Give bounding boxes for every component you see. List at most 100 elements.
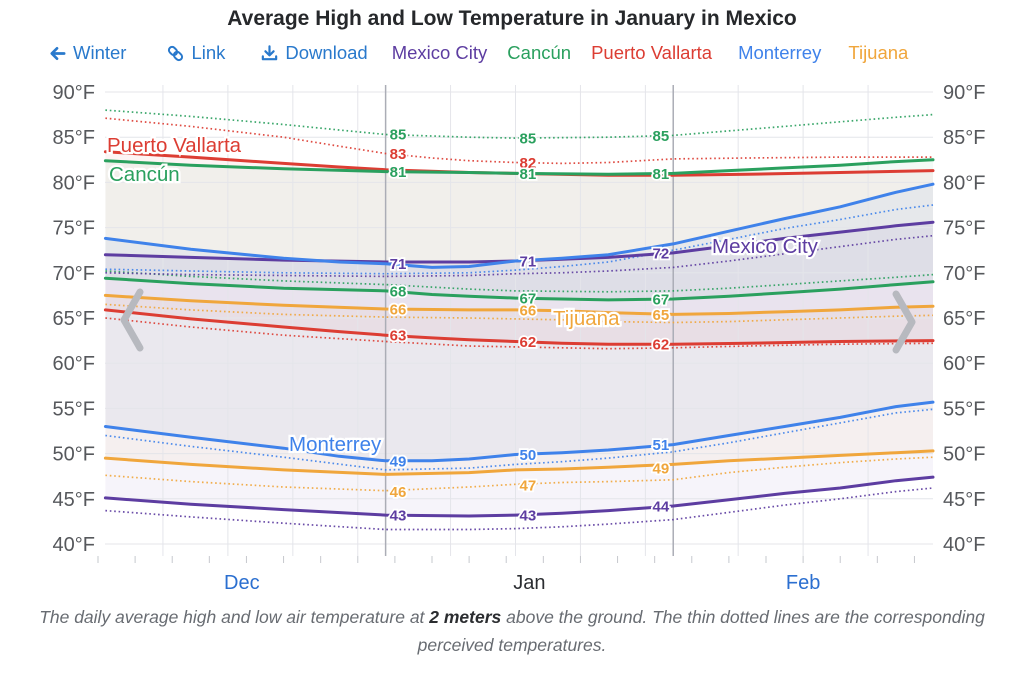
chart-caption: The daily average high and low air tempe… — [30, 603, 994, 659]
y-axis-label-left: 70°F — [53, 263, 95, 285]
puerto-vallarta-low-perceived-line — [105, 317, 934, 350]
y-axis-label-left: 40°F — [53, 534, 95, 556]
caption-text: The daily average high and low air tempe… — [39, 607, 430, 627]
y-axis-label-right: 85°F — [943, 127, 985, 149]
gridlines — [97, 85, 933, 563]
previous-period-chevron[interactable] — [120, 288, 144, 352]
winter-back-label: Winter — [73, 42, 127, 63]
month-label-feb[interactable]: Feb — [786, 572, 820, 594]
month-label-dec[interactable]: Dec — [224, 572, 260, 594]
mexico-city-high-perceived-line — [105, 234, 934, 278]
value-label: 49 — [653, 461, 670, 478]
value-label: 65 — [653, 307, 670, 324]
caption-bold-text: 2 meters — [429, 607, 502, 627]
annotation-tijuana: Tijuana — [553, 307, 620, 330]
y-axis-label-left: 80°F — [53, 172, 95, 194]
y-axis-label-right: 75°F — [943, 218, 985, 240]
value-label: 81 — [520, 166, 537, 183]
value-label: 47 — [520, 478, 537, 495]
download-button[interactable]: Download — [260, 42, 368, 64]
value-label: 72 — [653, 245, 670, 262]
caption-text: above the ground. The thin dotted lines … — [417, 607, 985, 655]
x-axis-month-labels: Dec Jan Feb — [224, 572, 820, 594]
actual-temperature-lines — [103, 150, 935, 518]
value-label: 66 — [390, 301, 407, 318]
value-label: 81 — [390, 164, 407, 181]
cancún-high-perceived-line — [105, 109, 934, 139]
tijuana-low-line — [103, 449, 935, 476]
value-label: 51 — [653, 437, 670, 454]
winter-back-button[interactable]: Winter — [48, 42, 126, 64]
value-label: 50 — [520, 447, 537, 464]
city-legend: Mexico City Cancún Puerto Vallarta Monterre… — [368, 42, 909, 64]
temperature-bands — [105, 151, 933, 516]
legend-item-mexico-city[interactable]: Mexico City — [391, 42, 488, 63]
value-label: 71 — [520, 254, 537, 271]
annotation-puerto-vallarta: Puerto Vallarta — [107, 134, 242, 157]
annotation-mexico-city: Mexico City — [712, 235, 819, 258]
y-axis-label-right: 70°F — [943, 263, 985, 285]
y-axis-label-left: 45°F — [53, 489, 95, 511]
value-label: 67 — [520, 291, 537, 308]
tijuana-high-perceived-line — [105, 303, 934, 324]
tijuana-band — [105, 295, 933, 475]
y-axis-label-left: 90°F — [53, 82, 95, 104]
value-label: 85 — [520, 131, 537, 148]
legend-item-monterrey[interactable]: Monterrey — [738, 42, 822, 63]
y-axis-label-right: 80°F — [943, 172, 985, 194]
value-label: 82 — [520, 155, 537, 172]
y-axis-label-left: 50°F — [53, 444, 95, 466]
value-labels: 8583817168666349464385828171676662504743… — [388, 125, 672, 527]
legend-item-cancún[interactable]: Cancún — [507, 42, 572, 63]
value-label: 66 — [520, 302, 537, 319]
value-label: 62 — [520, 334, 537, 351]
value-label: 83 — [390, 146, 407, 163]
y-axis-labels: 90°F 90°F 85°F 85°F 80°F 80°F 75°F 75°F 70°F 70°F… — [53, 82, 986, 556]
monterrey-low-perceived-line — [105, 408, 934, 471]
y-axis-label-right: 40°F — [943, 534, 985, 556]
value-label: 85 — [390, 127, 407, 144]
link-label: Link — [191, 42, 226, 63]
annotation-cancún: Cancún — [109, 163, 180, 186]
annotation-monterrey: Monterrey — [289, 433, 382, 456]
y-axis-label-left: 85°F — [53, 127, 95, 149]
download-label: Download — [285, 42, 368, 63]
city-annotations: Puerto Vallarta Cancún Mexico City Tijuana M… — [105, 132, 821, 459]
value-label: 63 — [390, 328, 407, 345]
link-button[interactable]: Link — [166, 42, 225, 64]
y-axis-label-left: 75°F — [53, 218, 95, 240]
y-axis-label-left: 60°F — [53, 353, 95, 375]
value-label: 43 — [390, 508, 407, 525]
value-label: 67 — [653, 292, 670, 309]
value-label: 44 — [653, 499, 670, 516]
perceived-temperature-lines — [105, 109, 934, 531]
value-label: 81 — [653, 166, 670, 183]
toolbar: Winter Link Download Mexico City Cancún Pu… — [48, 40, 908, 66]
monterrey-high-line — [103, 182, 935, 269]
next-period-chevron[interactable] — [892, 290, 916, 354]
cancún-band — [105, 159, 933, 300]
monterrey-band — [105, 184, 933, 461]
y-axis-label-right: 55°F — [943, 398, 985, 420]
y-axis-label-right: 45°F — [943, 489, 985, 511]
arrow-left-icon — [48, 44, 67, 63]
page-title: Average High and Low Temperature in Janu… — [227, 7, 797, 30]
value-label: 68 — [390, 283, 407, 300]
legend-item-tijuana[interactable]: Tijuana — [848, 42, 909, 63]
puerto-vallarta-low-line — [103, 308, 935, 346]
value-label: 71 — [390, 256, 407, 273]
cancún-low-line — [103, 276, 935, 302]
monterrey-low-line — [103, 400, 935, 463]
cancún-high-line — [103, 158, 935, 176]
legend-item-puerto-vallarta[interactable]: Puerto Vallarta — [591, 42, 713, 63]
mexico-city-low-perceived-line — [105, 487, 934, 531]
month-label-jan: Jan — [513, 572, 545, 594]
y-axis-label-left: 55°F — [53, 398, 95, 420]
value-label: 43 — [520, 508, 537, 525]
value-label: 62 — [653, 337, 670, 354]
cancún-low-perceived-line — [105, 270, 934, 293]
y-axis-label-left: 65°F — [53, 308, 95, 330]
download-icon — [260, 44, 279, 63]
